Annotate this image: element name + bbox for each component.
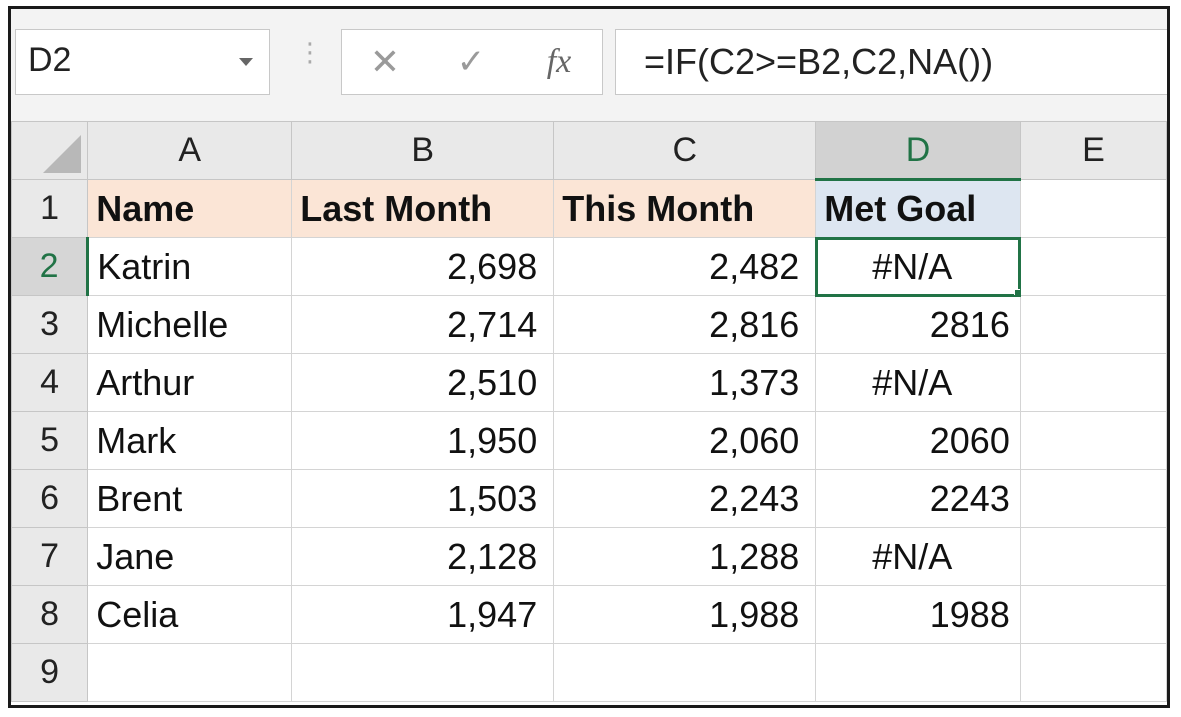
cell-met-goal[interactable]: 2816 bbox=[815, 295, 1021, 354]
cell-met-goal[interactable]: #N/A bbox=[815, 353, 1021, 412]
cell-this-month-header[interactable]: This Month bbox=[553, 179, 817, 238]
row-header[interactable]: 4 bbox=[11, 353, 89, 412]
formula-buttons: ✕ ✓ fx bbox=[341, 29, 603, 95]
column-header-e[interactable]: E bbox=[1019, 121, 1167, 180]
cell-this-month[interactable]: 1,373 bbox=[553, 353, 817, 412]
formula-input[interactable]: =IF(C2>=B2,C2,NA()) bbox=[615, 29, 1167, 95]
cell-met-goal[interactable]: #N/A bbox=[815, 527, 1021, 586]
formula-bar: D2 ⋮ ✕ ✓ fx =IF(C2>=B2,C2,NA()) bbox=[11, 9, 1167, 123]
cell-last-month[interactable]: 2,510 bbox=[291, 353, 555, 412]
row-header[interactable]: 6 bbox=[11, 469, 89, 528]
formula-text: =IF(C2>=B2,C2,NA()) bbox=[644, 41, 994, 82]
close-icon[interactable]: ✕ bbox=[369, 41, 401, 82]
select-all-corner[interactable] bbox=[11, 121, 89, 180]
row-header[interactable]: 9 bbox=[11, 643, 89, 702]
cell[interactable] bbox=[1019, 469, 1167, 528]
cell-name[interactable]: Michelle bbox=[87, 295, 293, 354]
cell-last-month[interactable]: 1,950 bbox=[291, 411, 555, 470]
column-header-b[interactable]: B bbox=[291, 121, 555, 180]
cell[interactable] bbox=[1019, 643, 1167, 702]
cell-last-month[interactable]: 2,128 bbox=[291, 527, 555, 586]
cell-this-month[interactable]: 2,243 bbox=[553, 469, 817, 528]
cell-name[interactable]: Mark bbox=[87, 411, 293, 470]
cell-name[interactable]: Celia bbox=[87, 585, 293, 644]
cell[interactable] bbox=[1019, 353, 1167, 412]
chevron-down-icon[interactable] bbox=[239, 58, 253, 66]
cell[interactable] bbox=[1019, 527, 1167, 586]
row-header[interactable]: 8 bbox=[11, 585, 89, 644]
cell-met-goal[interactable]: 2243 bbox=[815, 469, 1021, 528]
row-header[interactable]: 7 bbox=[11, 527, 89, 586]
cell-last-month[interactable]: 1,503 bbox=[291, 469, 555, 528]
cell-this-month[interactable]: 2,060 bbox=[553, 411, 817, 470]
column-header-a[interactable]: A bbox=[87, 121, 293, 180]
cell[interactable] bbox=[1019, 237, 1167, 296]
cell-last-month[interactable]: 2,714 bbox=[291, 295, 555, 354]
row-header[interactable]: 3 bbox=[11, 295, 89, 354]
cell[interactable] bbox=[1019, 179, 1167, 238]
row-header[interactable]: 1 bbox=[11, 179, 89, 238]
cell[interactable] bbox=[815, 643, 1021, 702]
cell-met-goal[interactable]: 2060 bbox=[815, 411, 1021, 470]
column-header-c[interactable]: C bbox=[553, 121, 817, 180]
cell-this-month[interactable]: 1,288 bbox=[553, 527, 817, 586]
cell-last-month[interactable]: 2,698 bbox=[291, 237, 555, 296]
cell-this-month[interactable]: 1,988 bbox=[553, 585, 817, 644]
cell[interactable] bbox=[1019, 585, 1167, 644]
cell-this-month[interactable]: 2,482 bbox=[553, 237, 817, 296]
fill-handle[interactable] bbox=[1013, 289, 1020, 295]
name-box[interactable]: D2 bbox=[15, 29, 270, 95]
cell-met-goal-value: #N/A bbox=[872, 245, 953, 287]
cell-name[interactable]: Katrin bbox=[87, 237, 293, 296]
cell-last-month[interactable]: 1,947 bbox=[291, 585, 555, 644]
check-icon[interactable]: ✓ bbox=[456, 43, 486, 81]
cell-met-goal-selected[interactable]: #N/A bbox=[814, 236, 1022, 297]
cell[interactable] bbox=[291, 643, 555, 702]
cell-last-month-header[interactable]: Last Month bbox=[291, 179, 555, 238]
column-header-d[interactable]: D bbox=[815, 121, 1021, 181]
name-box-value: D2 bbox=[28, 41, 72, 79]
spreadsheet-window: D2 ⋮ ✕ ✓ fx =IF(C2>=B2,C2,NA()) A B C D bbox=[8, 6, 1170, 708]
cell-met-goal[interactable]: 1988 bbox=[815, 585, 1021, 644]
fx-button[interactable]: fx bbox=[546, 43, 572, 80]
worksheet-grid: A B C D E 1 Name Last Month This Month M… bbox=[11, 121, 1167, 702]
cell-name[interactable]: Brent bbox=[87, 469, 293, 528]
cell-met-goal-header[interactable]: Met Goal bbox=[815, 179, 1021, 238]
cell-this-month[interactable]: 2,816 bbox=[553, 295, 817, 354]
row-header[interactable]: 2 bbox=[11, 237, 90, 296]
cell-name[interactable]: Jane bbox=[87, 527, 293, 586]
cell-name-header[interactable]: Name bbox=[87, 179, 293, 238]
row-header[interactable]: 5 bbox=[11, 411, 89, 470]
cell[interactable] bbox=[1019, 411, 1167, 470]
cell[interactable] bbox=[87, 643, 293, 702]
cell[interactable] bbox=[1019, 295, 1167, 354]
grip-icon[interactable]: ⋮ bbox=[297, 37, 323, 67]
cell-name[interactable]: Arthur bbox=[87, 353, 293, 412]
cell[interactable] bbox=[553, 643, 817, 702]
